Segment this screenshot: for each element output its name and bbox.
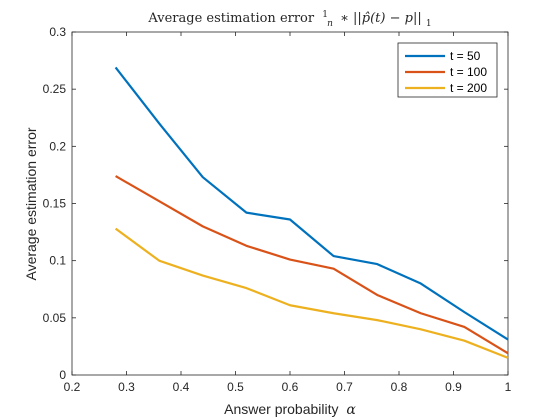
- title-frac-num: 1: [322, 10, 328, 20]
- legend-label-2: t = 100: [450, 65, 487, 79]
- x-axis-label-text: Answer probability: [224, 401, 338, 417]
- y-tick-label: 0.15: [43, 197, 67, 211]
- chart-title: Average estimation error 1 n ∗ ||p̂(t) −…: [147, 6, 431, 30]
- x-tick-label: 0.4: [173, 380, 190, 394]
- x-tick-label: 0.7: [336, 380, 353, 394]
- axis-ticks: 0.2 0.3 0.4 0.5 0.6 0.7 0.8 0.9 1 0 0.05 0.1 0.15 0.2…: [43, 25, 512, 394]
- series-line-2: [115, 175, 509, 355]
- y-axis-label: Average estimation error: [23, 127, 39, 280]
- y-tick-label: 0.05: [43, 311, 67, 325]
- y-tick-label: 0.2: [49, 139, 66, 153]
- x-tick-label: 0.6: [282, 380, 299, 394]
- title-main: Average estimation error: [147, 11, 314, 26]
- x-tick-label: 0.5: [227, 380, 244, 394]
- x-tick-label: 0.2: [64, 380, 81, 394]
- y-tick-label: 0: [59, 368, 66, 382]
- series-line-3: [114, 227, 509, 359]
- y-tick-label: 0.25: [43, 82, 67, 96]
- x-axis-label-symbol: α: [346, 402, 356, 418]
- y-tick-label: 0.1: [49, 254, 66, 268]
- legend-label-1: t = 50: [450, 49, 481, 63]
- series-lines: [114, 66, 509, 359]
- legend-label-3: t = 200: [450, 81, 487, 95]
- x-tick-label: 1: [505, 380, 512, 394]
- title-formula: ∗ ||p̂(t) − p||: [340, 11, 422, 26]
- legend: t = 50 t = 100 t = 200: [397, 42, 498, 98]
- x-tick-label: 0.8: [391, 380, 408, 394]
- x-axis-label: Answer probability α: [224, 401, 356, 418]
- title-subscript: 1: [426, 19, 432, 29]
- title-frac-den: n: [327, 19, 333, 29]
- x-tick-label: 0.3: [118, 380, 135, 394]
- x-tick-label: 0.9: [445, 380, 462, 394]
- y-tick-label: 0.3: [49, 25, 66, 39]
- series-line-1: [114, 66, 509, 341]
